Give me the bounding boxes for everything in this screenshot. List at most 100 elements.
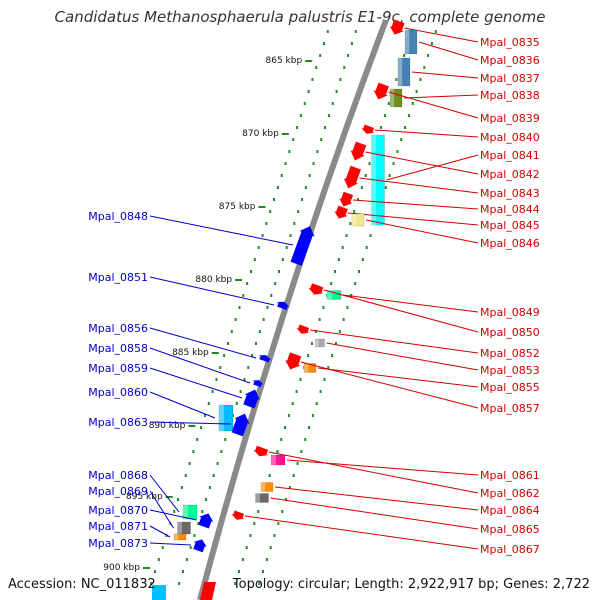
tick-dot [427, 54, 430, 57]
tick-dot [185, 558, 188, 561]
gene-mpal-0860-label: Mpal_0860 [88, 386, 148, 399]
gene-mpal-0850-arrow [308, 283, 324, 295]
gene-mpal-0869-leader [149, 490, 174, 529]
tick-dot [314, 330, 317, 333]
scale-tick [165, 496, 173, 498]
gene-mpal-0845-arrow [334, 205, 348, 219]
gene-mpal-0853-box [315, 338, 325, 348]
tick-dot [219, 366, 222, 369]
gene-mpal-0870-label: Mpal_0870 [88, 504, 148, 517]
gene-mpal-0869-label: Mpal_0869 [88, 485, 148, 498]
tick-dot [320, 138, 323, 141]
gene-mpal-0856 [258, 355, 272, 363]
tick-dot [177, 498, 180, 501]
gene-mpal-0855-highlight [304, 363, 309, 373]
gene-mpal-0846-label: Mpal_0846 [480, 237, 540, 250]
gene-mpal-0851-leader [149, 276, 275, 306]
tick-dot [269, 546, 272, 549]
tick-dot [247, 366, 250, 369]
tick-dot [196, 438, 199, 441]
tick-dot [304, 438, 307, 441]
tick-dot [262, 318, 265, 321]
tick-dot [243, 378, 246, 381]
tick-dot [184, 474, 187, 477]
gene-mpal-0859-label: Mpal_0859 [88, 362, 148, 375]
gene-mpal-0842-arrow [350, 141, 367, 161]
tick-dot [157, 558, 160, 561]
gene-mpal-0836-leader [418, 41, 479, 61]
tick-dot [262, 570, 264, 573]
tick-dot [291, 402, 294, 405]
tick-dot [287, 414, 290, 417]
tick-dot [296, 126, 299, 129]
gene-mpal-0853-label: Mpal_0853 [480, 364, 540, 377]
tick-dot [242, 294, 245, 297]
tick-dot [220, 450, 223, 453]
tick-dot [203, 414, 206, 417]
tick-dot [419, 78, 422, 81]
gene-mpal-0843-leader [359, 177, 479, 194]
tick-dot [182, 570, 184, 573]
gene-mpal-0849-highlight [327, 290, 332, 300]
tick-dot [208, 486, 211, 489]
gene-mpal-0868-label: Mpal_0868 [88, 469, 148, 482]
gene-mpal-0865-label: Mpal_0865 [480, 523, 540, 536]
gene-mpal-0870 [198, 513, 214, 529]
tick-dot [318, 318, 321, 321]
gene-mpal-0859-arrow [243, 389, 260, 409]
tick-dot [395, 78, 398, 81]
scale-tick [142, 567, 150, 569]
gene-mpal-0857-leader [300, 361, 479, 409]
gene-mpal-0846 [351, 213, 365, 227]
tick-dot [223, 354, 226, 357]
gene-mpal-0861-highlight [271, 455, 276, 465]
tick-dot [337, 258, 340, 261]
tick-dot [224, 438, 227, 441]
tick-dot [423, 66, 426, 69]
tick-dot [288, 486, 291, 489]
tick-dot [358, 270, 360, 273]
tick-dot [276, 186, 279, 189]
gene-mpal-0839-label: Mpal_0839 [480, 112, 540, 125]
tick-dot [360, 186, 363, 189]
gene-mpal-0863-arrow [231, 413, 250, 437]
gene-mpal-0853-leader [326, 342, 479, 371]
tick-dot [319, 54, 322, 57]
tick-dot [281, 258, 284, 261]
scale-label-895-kbp: 895 kbp [126, 492, 163, 502]
gene-mpal-0846-leader [365, 219, 479, 244]
gene-mpal-0861-box [270, 454, 286, 466]
scale-label-890-kbp: 890 kbp [149, 421, 186, 431]
tick-dot [343, 66, 346, 69]
tick-dot [268, 474, 271, 477]
forward-strand-genes: Mpal_0835 Mpal_0836 Mpal_0837 Mpal_0838 Mpal… [200, 19, 540, 600]
tick-dot [335, 90, 338, 93]
gene-mpal-0857-label: Mpal_0857 [480, 402, 540, 415]
tick-dot [245, 546, 248, 549]
gene-mpal-0853 [315, 338, 325, 348]
tick-dot [251, 354, 254, 357]
gene-mpal-0843-label: Mpal_0843 [480, 187, 540, 200]
tick-dot [350, 294, 353, 297]
scale-tick [281, 133, 289, 135]
gene-mpal-0860-leader [149, 391, 216, 419]
gene-mpal-0839-leader [388, 91, 479, 119]
gene-mpal-0856-arrow [258, 355, 272, 363]
partial-gene-bottom-left [152, 585, 166, 600]
gene-mpal-0842 [350, 141, 367, 161]
gene-mpal-0871-box [173, 533, 187, 541]
tick-dot [361, 258, 364, 261]
gene-mpal-0851 [276, 301, 290, 310]
gene-mpal-0864-box [260, 482, 274, 492]
tick-dot [173, 510, 176, 513]
gene-mpal-0856-leader [149, 327, 257, 359]
tick-dot [434, 30, 437, 33]
gene-mpal-0873-arrow [193, 539, 207, 553]
tick-dot [308, 174, 311, 177]
tick-dot [253, 258, 256, 261]
tick-dot [338, 330, 341, 333]
tick-dot [307, 354, 310, 357]
tick-dot [342, 318, 345, 321]
tick-dot [350, 42, 353, 45]
